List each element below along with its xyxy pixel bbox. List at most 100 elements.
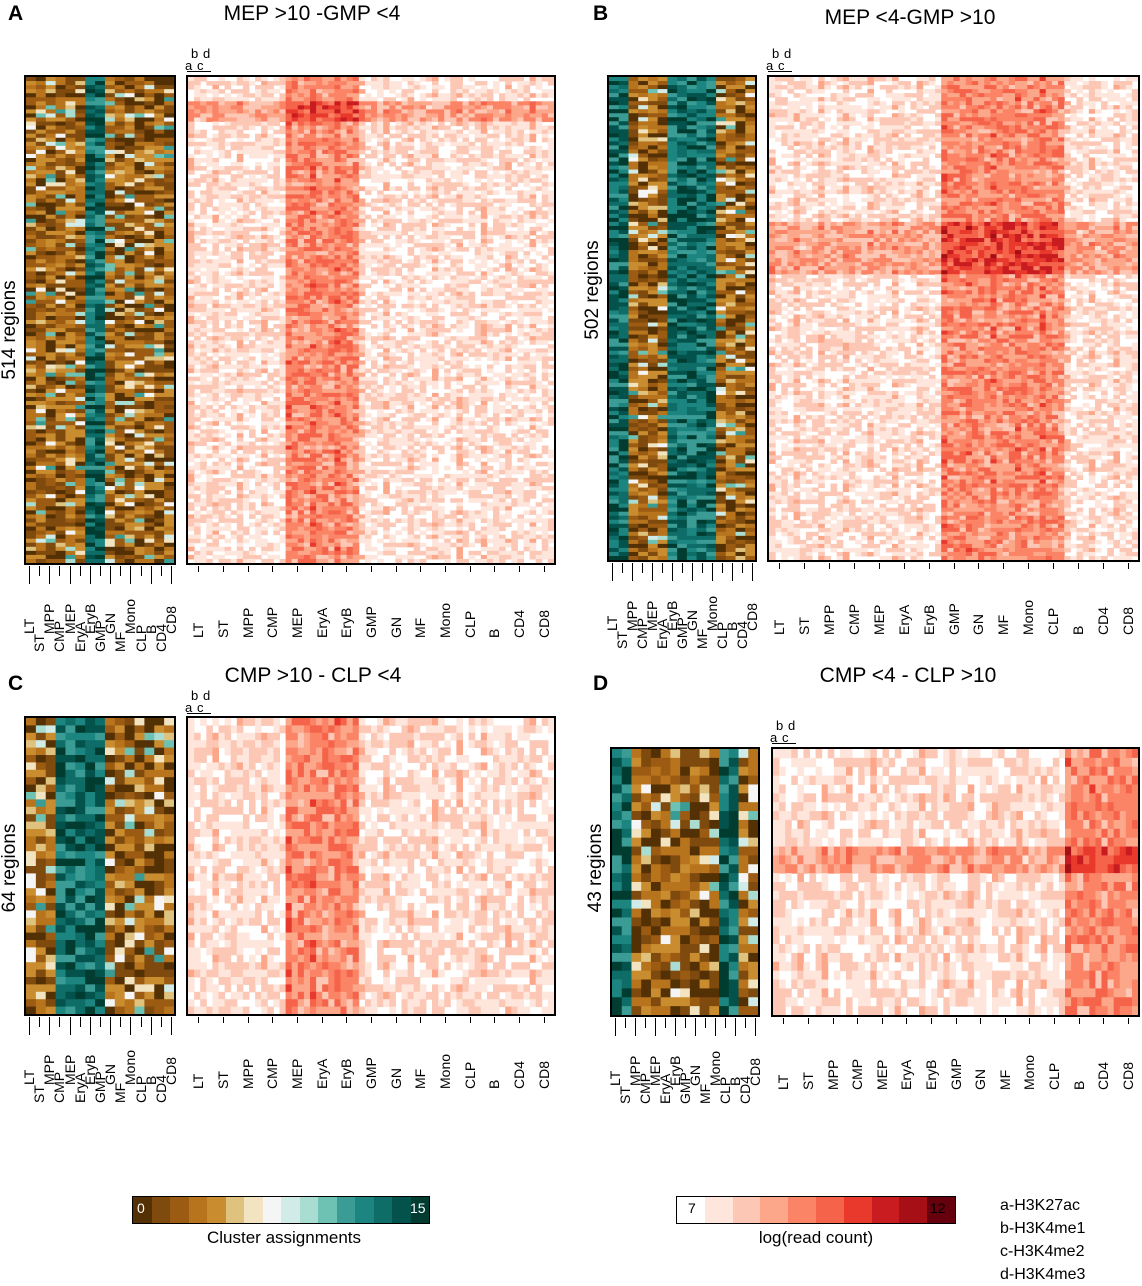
signal-cell	[334, 198, 341, 204]
signal-cell	[456, 129, 463, 135]
cluster-cell	[55, 526, 66, 532]
signal-cell	[334, 239, 341, 244]
cluster-cell	[85, 413, 96, 418]
cluster-cell	[114, 558, 126, 563]
signal-cell	[255, 239, 262, 244]
signal-cell	[371, 230, 378, 236]
cluster-cell	[35, 299, 47, 305]
cluster-cell	[114, 348, 126, 353]
cluster-cell	[134, 77, 145, 82]
signal-cell	[547, 77, 554, 82]
signal-cell	[188, 303, 195, 309]
signal-cell	[358, 145, 366, 151]
cluster-cell	[164, 101, 174, 106]
signal-cell	[511, 105, 518, 110]
signal-cell	[218, 263, 226, 268]
signal-cell	[352, 198, 360, 204]
signal-cell	[505, 243, 512, 248]
signal-cell	[334, 311, 341, 317]
signal-cell	[297, 174, 305, 179]
signal-cell	[377, 129, 384, 135]
cluster-cell	[104, 542, 116, 548]
signal-cell	[310, 113, 317, 118]
cluster-cell	[144, 417, 155, 422]
signal-cell	[206, 113, 213, 118]
signal-cell	[364, 295, 372, 301]
signal-cell	[480, 141, 488, 147]
signal-cell	[224, 109, 232, 114]
signal-cell	[511, 153, 518, 159]
cluster-cell	[65, 506, 76, 511]
signal-cell	[456, 263, 463, 268]
cluster-cell	[45, 315, 57, 321]
signal-cell	[297, 158, 305, 163]
signal-cell	[212, 174, 219, 179]
signal-cell	[218, 251, 226, 256]
signal-cell	[535, 332, 543, 337]
cluster-cell	[104, 101, 116, 106]
cluster-cell	[95, 352, 106, 357]
cluster-cell	[26, 356, 37, 361]
cluster-cell	[26, 388, 37, 394]
signal-cell	[200, 97, 207, 102]
signal-cell	[322, 93, 329, 98]
signal-cell	[200, 214, 207, 220]
cluster-cell	[45, 372, 57, 378]
cluster-cell	[45, 263, 57, 268]
cluster-cell	[26, 324, 37, 329]
cluster-cell	[114, 368, 126, 374]
cluster-cell	[85, 194, 96, 199]
signal-cell	[261, 287, 268, 293]
signal-cell	[224, 81, 232, 86]
signal-cell	[358, 291, 366, 297]
cluster-cell	[95, 283, 106, 289]
signal-cell	[505, 239, 512, 244]
cluster-cell	[35, 372, 47, 378]
signal-cell	[249, 117, 256, 123]
cluster-cell	[114, 243, 126, 248]
signal-cell	[377, 311, 384, 317]
signal-cell	[517, 247, 524, 252]
signal-cell	[212, 320, 219, 325]
signal-cell	[230, 81, 238, 86]
signal-cell	[432, 299, 439, 305]
signal-cell	[273, 89, 280, 94]
signal-cell	[462, 320, 470, 325]
signal-cell	[279, 320, 287, 325]
signal-cell	[371, 206, 378, 212]
cluster-cell	[104, 510, 116, 515]
signal-cell	[346, 328, 354, 333]
cluster-cell	[154, 486, 165, 491]
cluster-cell	[104, 490, 116, 495]
signal-cell	[383, 198, 390, 204]
signal-cell	[212, 348, 219, 353]
cluster-cell	[45, 279, 57, 285]
cluster-cell	[114, 530, 126, 536]
signal-cell	[486, 251, 494, 256]
signal-cell	[432, 198, 439, 204]
signal-cell	[511, 222, 518, 228]
signal-cell	[456, 121, 463, 127]
signal-cell	[468, 202, 476, 208]
cluster-cell	[26, 530, 37, 536]
signal-cell	[328, 320, 335, 325]
signal-cell	[285, 85, 293, 90]
signal-cell	[316, 77, 323, 82]
cluster-cell	[164, 267, 174, 272]
cluster-cell	[65, 405, 76, 410]
signal-cell	[523, 230, 531, 236]
signal-cell	[517, 198, 524, 204]
cluster-cell	[65, 336, 76, 341]
signal-cell	[383, 109, 390, 114]
signal-cell	[200, 206, 207, 212]
signal-cell	[267, 340, 274, 345]
signal-cell	[230, 141, 238, 147]
signal-cell	[297, 162, 305, 167]
signal-cell	[322, 153, 329, 159]
signal-cell	[291, 198, 299, 204]
cluster-cell	[85, 502, 96, 507]
cluster-cell	[114, 117, 126, 123]
signal-cell	[535, 311, 543, 317]
cluster-cell	[95, 234, 106, 240]
signal-cell	[474, 170, 482, 175]
